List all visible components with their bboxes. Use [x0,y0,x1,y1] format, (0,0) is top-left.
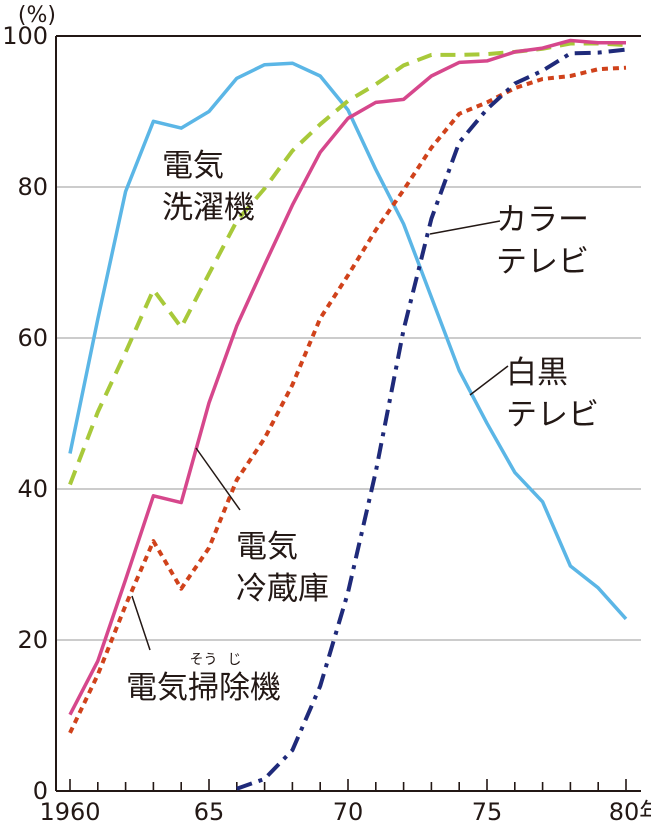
series-label-4-line-1: テレビ [496,244,589,280]
y-tick-label: 40 [17,475,48,503]
series-label-1-line-1: 洗濯機 [162,190,255,226]
axes: 0 20 40 60 80 100(%) 1960 65 70 75 80年 [2,3,651,826]
leader-line-2 [195,447,241,511]
series-label-2-line-1: 冷蔵庫 [236,571,329,607]
y-tick-label: 0 [33,777,48,805]
series-line-4 [236,47,627,791]
series-line-2 [68,38,626,716]
y-tick-label: 20 [17,626,48,654]
furigana: じ [228,652,242,668]
series-label-4-line-0: カラー [496,202,589,238]
series-label-3-line-0: 電気掃除機 [126,670,281,706]
x-tick-label: 1960 [39,798,100,826]
x-tick-label: 70 [333,798,364,826]
y-tick-label: 60 [17,324,48,352]
series-label-2-line-0: 電気 [236,529,298,565]
leader-line-0 [429,220,501,235]
series-lines [68,38,628,791]
y-axis-unit: (%) [18,3,56,28]
y-tick-label: 100 [2,22,48,50]
series-label-0-line-0: 白黒 [506,355,568,391]
leader-line-3 [131,595,151,651]
series-label-1-line-0: 電気 [162,148,224,184]
furigana: そう [190,652,218,668]
series-label-0-line-1: テレビ [506,397,599,433]
x-tick-label: 80年 [609,798,651,826]
series-line-0 [68,61,628,621]
series-line-1 [68,41,627,486]
leader-lines [131,220,509,651]
grid-lines [56,35,641,641]
y-tick-label: 80 [17,173,48,201]
series-line-3 [68,65,627,734]
x-tick-label: 75 [472,798,503,826]
x-tick-label: 65 [194,798,225,826]
leader-line-1 [469,365,509,396]
